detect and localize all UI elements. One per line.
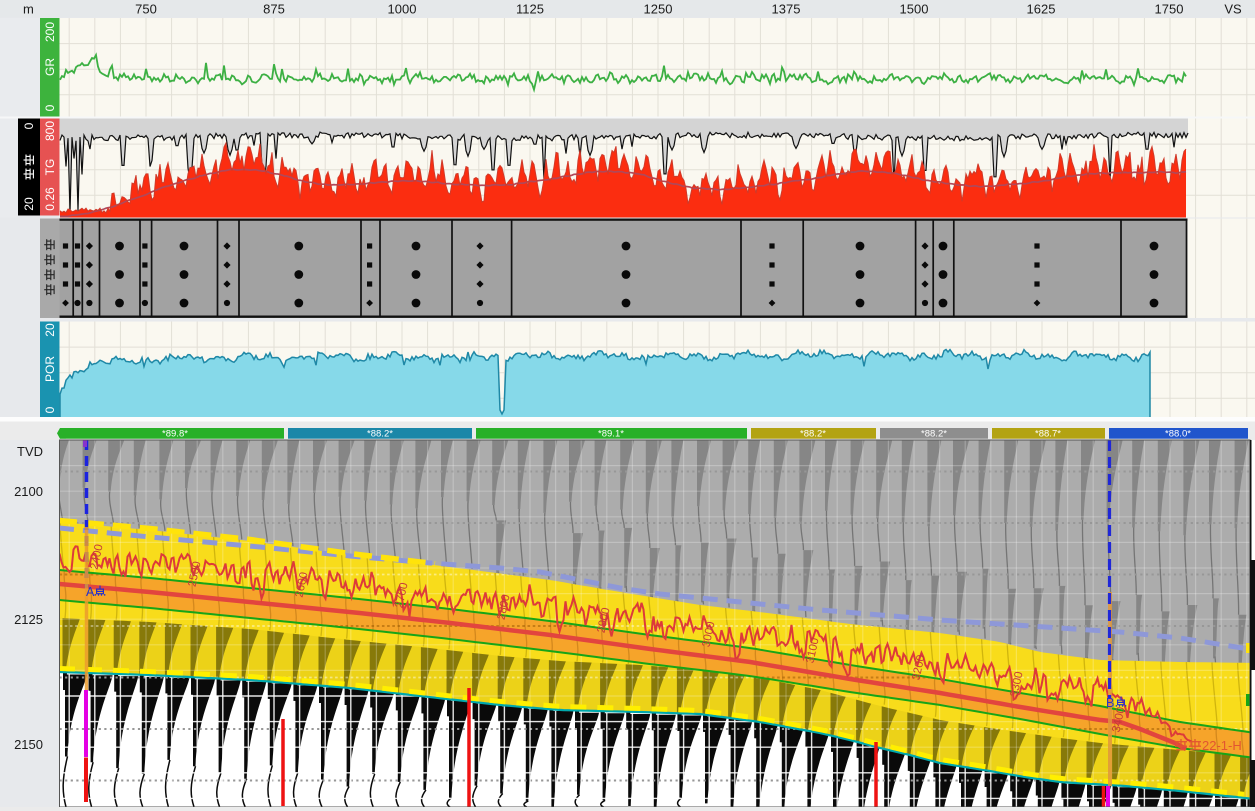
- svg-text:*88.7*: *88.7*: [1035, 429, 1061, 440]
- svg-text:*89.1*: *89.1*: [598, 429, 624, 440]
- svg-text:VS: VS: [1224, 2, 1242, 17]
- svg-text:*88.2*: *88.2*: [921, 429, 947, 440]
- svg-text:3100: 3100: [805, 637, 822, 665]
- svg-text:20: 20: [22, 197, 36, 211]
- svg-text:1250: 1250: [644, 2, 673, 17]
- svg-text:GR: GR: [43, 58, 57, 76]
- svg-text:20: 20: [43, 323, 57, 337]
- svg-text:750: 750: [135, 2, 157, 17]
- svg-text:1375: 1375: [772, 2, 801, 17]
- svg-text:*88.0*: *88.0*: [1165, 429, 1191, 440]
- svg-text:2900: 2900: [596, 607, 613, 635]
- svg-text:2800: 2800: [496, 593, 513, 621]
- svg-text:*88.2*: *88.2*: [367, 429, 393, 440]
- svg-text:3200: 3200: [911, 654, 928, 682]
- svg-text:3000: 3000: [701, 621, 718, 649]
- svg-text:0: 0: [43, 406, 57, 413]
- svg-text:200: 200: [43, 22, 57, 42]
- svg-text:B: B: [1106, 696, 1114, 710]
- svg-text:3400: 3400: [1111, 706, 1128, 734]
- svg-text:2700: 2700: [394, 582, 411, 610]
- svg-text:3300: 3300: [1009, 671, 1026, 699]
- svg-text:2125: 2125: [14, 612, 43, 627]
- svg-text:0: 0: [22, 122, 36, 129]
- svg-text:m: m: [23, 2, 34, 17]
- svg-text:875: 875: [263, 2, 285, 17]
- svg-text:2400: 2400: [89, 543, 106, 571]
- svg-text:0: 0: [43, 104, 57, 111]
- svg-text:1000: 1000: [388, 2, 417, 17]
- svg-text:*88.2*: *88.2*: [800, 429, 826, 440]
- svg-text:1750: 1750: [1155, 2, 1184, 17]
- svg-text:0.26: 0.26: [43, 187, 57, 211]
- svg-text:2500: 2500: [187, 560, 204, 588]
- svg-text:2100: 2100: [14, 484, 43, 499]
- svg-text:800: 800: [43, 121, 57, 141]
- svg-text:TG: TG: [43, 159, 57, 176]
- svg-text:1500: 1500: [900, 2, 929, 17]
- svg-text:2600: 2600: [294, 571, 311, 599]
- svg-text:POR: POR: [43, 356, 57, 382]
- svg-text:*89.8*: *89.8*: [162, 429, 188, 440]
- svg-text:2150: 2150: [14, 737, 43, 752]
- svg-text:TVD: TVD: [17, 444, 43, 459]
- svg-text:A: A: [86, 585, 95, 599]
- svg-text:1125: 1125: [516, 2, 544, 17]
- svg-text:1625: 1625: [1027, 2, 1056, 17]
- svg-text:22-1-H: 22-1-H: [1202, 738, 1242, 753]
